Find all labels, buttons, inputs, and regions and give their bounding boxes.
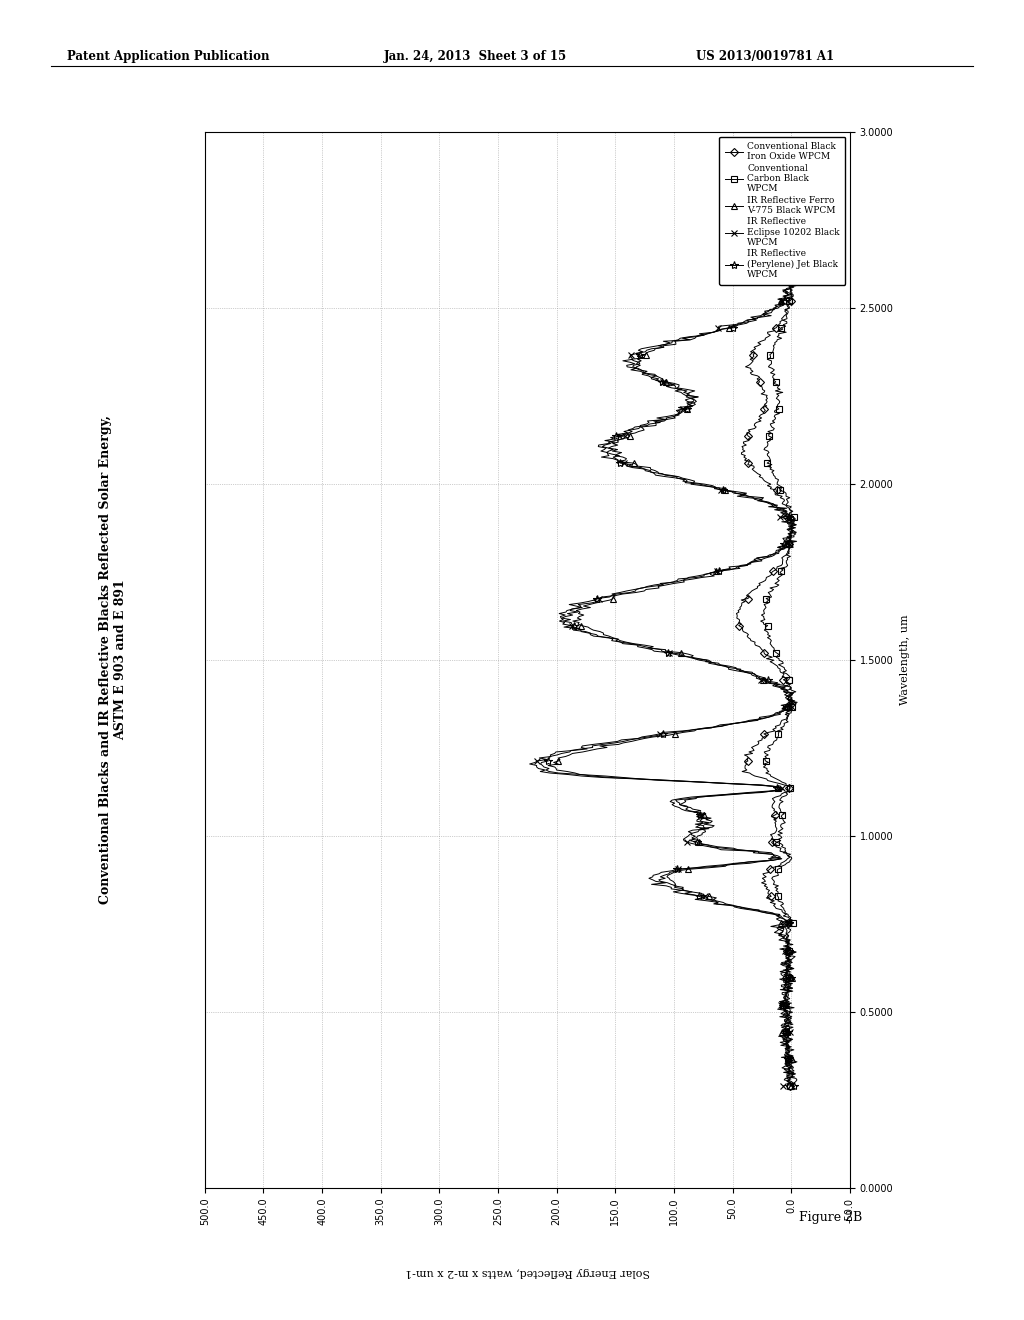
Conventional Black
Iron Oxide WPCM <box>765 477 777 492</box>
IR Reflective
Eclipse 10202 Black
WPCM <box>784 177 797 193</box>
IR Reflective
(Perylene) Jet Black
WPCM <box>785 177 798 193</box>
Text: Patent Application Publication: Patent Application Publication <box>67 50 269 63</box>
Conventional
Carbon Black
WPCM <box>780 546 793 562</box>
IR Reflective
Eclipse 10202 Black
WPCM <box>751 671 763 686</box>
IR Reflective
(Perylene) Jet Black
WPCM <box>694 477 707 492</box>
Text: Figure 2B: Figure 2B <box>799 1210 862 1224</box>
Text: US 2013/0019781 A1: US 2013/0019781 A1 <box>696 50 835 63</box>
Line: Conventional Black
Iron Oxide WPCM: Conventional Black Iron Oxide WPCM <box>733 182 799 1089</box>
Conventional
Carbon Black
WPCM <box>784 846 797 862</box>
IR Reflective Ferro
V-775 Black WPCM <box>769 546 781 562</box>
IR Reflective Ferro
V-775 Black WPCM <box>760 671 772 686</box>
Conventional
Carbon Black
WPCM <box>784 919 797 935</box>
IR Reflective
Eclipse 10202 Black
WPCM <box>764 546 776 562</box>
X-axis label: Solar Energy Reflected, watts x m-2 x um-1: Solar Energy Reflected, watts x m-2 x um… <box>404 1267 650 1278</box>
Conventional
Carbon Black
WPCM <box>771 400 783 416</box>
IR Reflective Ferro
V-775 Black WPCM <box>784 1078 797 1094</box>
Conventional
Carbon Black
WPCM <box>782 177 795 193</box>
Conventional Black
Iron Oxide WPCM <box>784 1078 797 1094</box>
IR Reflective
Eclipse 10202 Black
WPCM <box>685 477 697 492</box>
IR Reflective Ferro
V-775 Black WPCM <box>698 477 711 492</box>
Y-axis label: Wavelength, um: Wavelength, um <box>900 615 910 705</box>
IR Reflective Ferro
V-775 Black WPCM <box>775 919 787 935</box>
Legend: Conventional Black
Iron Oxide WPCM, Conventional
Carbon Black
WPCM, IR Reflectiv: Conventional Black Iron Oxide WPCM, Conv… <box>720 136 846 285</box>
IR Reflective
Eclipse 10202 Black
WPCM <box>777 1078 790 1094</box>
Conventional Black
Iron Oxide WPCM <box>780 546 793 562</box>
Line: IR Reflective Ferro
V-775 Black WPCM: IR Reflective Ferro V-775 Black WPCM <box>546 182 804 1089</box>
IR Reflective
(Perylene) Jet Black
WPCM <box>765 546 777 562</box>
Conventional Black
Iron Oxide WPCM <box>780 846 793 862</box>
Conventional Black
Iron Oxide WPCM <box>757 400 769 416</box>
Text: Jan. 24, 2013  Sheet 3 of 15: Jan. 24, 2013 Sheet 3 of 15 <box>384 50 567 63</box>
IR Reflective
(Perylene) Jet Black
WPCM <box>787 1078 800 1094</box>
IR Reflective Ferro
V-775 Black WPCM <box>767 846 779 862</box>
IR Reflective
(Perylene) Jet Black
WPCM <box>767 846 779 862</box>
Conventional Black
Iron Oxide WPCM <box>781 671 794 686</box>
IR Reflective
Eclipse 10202 Black
WPCM <box>673 400 685 416</box>
Text: Conventional Blacks and IR Reflective Blacks Reflected Solar Energy,
ASTM E 903 : Conventional Blacks and IR Reflective Bl… <box>98 416 127 904</box>
IR Reflective
(Perylene) Jet Black
WPCM <box>678 400 690 416</box>
IR Reflective Ferro
V-775 Black WPCM <box>684 400 696 416</box>
Line: IR Reflective
(Perylene) Jet Black
WPCM: IR Reflective (Perylene) Jet Black WPCM <box>537 181 806 1090</box>
Conventional Black
Iron Oxide WPCM <box>777 919 790 935</box>
Conventional Black
Iron Oxide WPCM <box>784 177 797 193</box>
IR Reflective Ferro
V-775 Black WPCM <box>785 177 798 193</box>
Conventional
Carbon Black
WPCM <box>783 671 796 686</box>
Line: Conventional
Carbon Black
WPCM: Conventional Carbon Black WPCM <box>758 182 799 1089</box>
Conventional
Carbon Black
WPCM <box>783 1078 796 1094</box>
Line: IR Reflective
Eclipse 10202 Black
WPCM: IR Reflective Eclipse 10202 Black WPCM <box>526 181 804 1089</box>
IR Reflective
(Perylene) Jet Black
WPCM <box>765 919 777 935</box>
IR Reflective
Eclipse 10202 Black
WPCM <box>765 846 777 862</box>
IR Reflective
(Perylene) Jet Black
WPCM <box>754 671 766 686</box>
Conventional
Carbon Black
WPCM <box>771 477 783 492</box>
IR Reflective
Eclipse 10202 Black
WPCM <box>780 919 793 935</box>
